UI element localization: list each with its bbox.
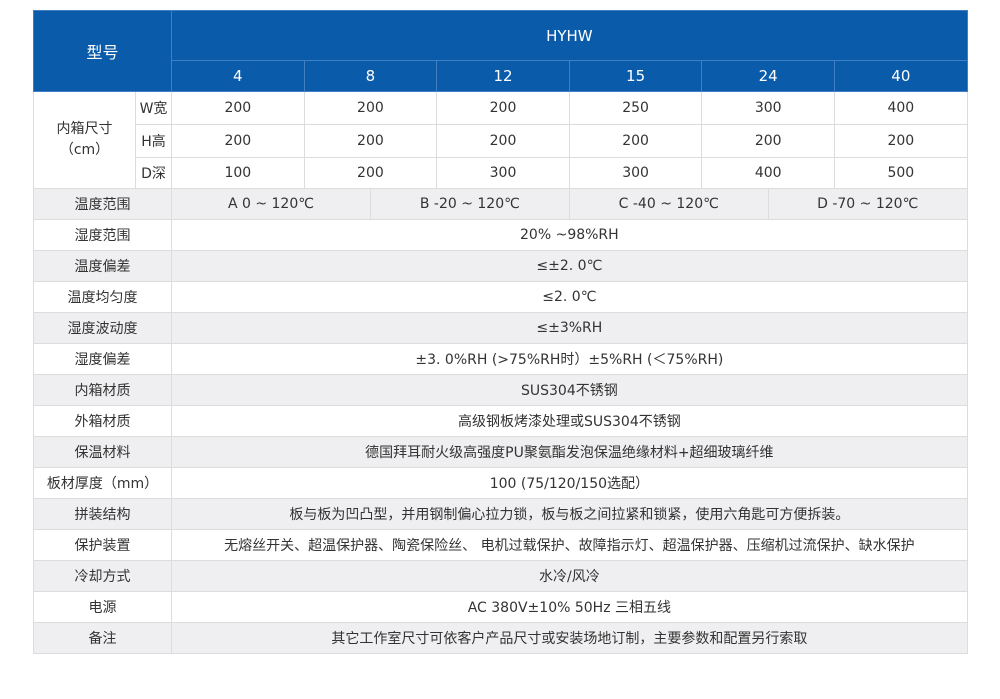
- spec-row: 保温材料 德国拜耳耐火级高强度PU聚氨酯发泡保温绝缘材料+超细玻璃纤维: [32, 436, 968, 468]
- model-col-header: 4: [171, 60, 305, 92]
- spec-row: 电源 AC 380V±10% 50Hz 三相五线: [32, 591, 968, 623]
- spec-row: 湿度偏差 ±3. 0%RH (>75%RH时）±5%RH (＜75%RH): [32, 343, 968, 375]
- row-value: ≤2. 0℃: [171, 281, 968, 313]
- row-label: 保温材料: [32, 436, 173, 468]
- size-value: 200: [171, 124, 305, 158]
- temp-option: C -40 ~ 120℃: [568, 188, 769, 220]
- size-value: 200: [303, 91, 438, 125]
- inner-size-label: 内箱尺寸 （cm）: [33, 91, 136, 189]
- spec-row: 湿度范围 20% ~98%RH: [32, 219, 968, 251]
- row-label: 外箱材质: [32, 405, 173, 437]
- spec-table: 型号 HYHW 4 8 12 15 24 40 内箱尺寸 （cm） W宽 200 200 200 25…: [32, 10, 968, 654]
- spec-row: 备注 其它工作室尺寸可依客户产品尺寸或安装场地订制，主要参数和配置另行索取: [32, 622, 968, 654]
- size-value: 300: [701, 91, 835, 125]
- size-value: 200: [303, 124, 438, 158]
- spec-row: 保护装置 无熔丝开关、超温保护器、陶瓷保险丝、 电机过载保护、故障指示灯、超温保护…: [32, 529, 968, 561]
- row-label: 温度偏差: [32, 250, 173, 282]
- model-header: 型号: [32, 10, 173, 92]
- row-label: 内箱材质: [32, 374, 173, 406]
- row-label: 温度均匀度: [32, 281, 173, 313]
- dimension-label: W宽: [134, 91, 173, 125]
- dimension-label: H高: [134, 124, 173, 158]
- spec-row: 拼装结构 板与板为凹凸型，并用钢制偏心拉力锁，板与板之间拉紧和锁紧，使用六角匙可方…: [32, 498, 968, 530]
- size-value: 200: [303, 157, 438, 189]
- row-value: SUS304不锈钢: [171, 374, 968, 406]
- row-label: 拼装结构: [32, 498, 173, 530]
- size-value: 200: [701, 124, 835, 158]
- size-value: 200: [436, 91, 570, 125]
- temp-option: B -20 ~ 120℃: [369, 188, 570, 220]
- row-value: 100 (75/120/150选配）: [171, 467, 968, 499]
- spec-row: 外箱材质 高级钢板烤漆处理或SUS304不锈钢: [32, 405, 968, 437]
- spec-row: 内箱材质 SUS304不锈钢: [32, 374, 968, 406]
- series-header: HYHW: [171, 10, 968, 61]
- inner-size-row: 内箱尺寸 （cm） W宽 200 200 200 250 300 400: [33, 91, 968, 189]
- model-col-header: 8: [303, 60, 438, 92]
- model-col-header: 40: [833, 60, 968, 92]
- row-label: 保护装置: [32, 529, 173, 561]
- dimension-label: D深: [134, 157, 173, 189]
- row-label: 冷却方式: [32, 560, 173, 592]
- row-value: 其它工作室尺寸可依客户产品尺寸或安装场地订制，主要参数和配置另行索取: [171, 622, 968, 654]
- size-value: 500: [833, 157, 968, 189]
- model-col-header: 24: [701, 60, 835, 92]
- temp-option: D -70 ~ 120℃: [767, 188, 968, 220]
- temp-option: A 0 ~ 120℃: [171, 188, 371, 220]
- row-value: ±3. 0%RH (>75%RH时）±5%RH (＜75%RH): [171, 343, 968, 375]
- row-value: 20% ~98%RH: [171, 219, 968, 251]
- spec-row: 冷却方式 水冷/风冷: [32, 560, 968, 592]
- inner-size-unit: （cm）: [59, 142, 110, 158]
- row-value: 高级钢板烤漆处理或SUS304不锈钢: [171, 405, 968, 437]
- inner-size-row: D深 100 200 300 300 400 500: [34, 157, 968, 189]
- size-value: 100: [171, 157, 305, 189]
- row-value: 板与板为凹凸型，并用钢制偏心拉力锁，板与板之间拉紧和锁紧，使用六角匙可方便拆装。: [171, 498, 968, 530]
- size-value: 400: [701, 157, 835, 189]
- row-value: ≤±2. 0℃: [171, 250, 968, 282]
- size-value: 300: [568, 157, 703, 189]
- spec-row: 板材厚度（mm） 100 (75/120/150选配）: [32, 467, 968, 499]
- row-label: 电源: [32, 591, 173, 623]
- row-label: 湿度偏差: [32, 343, 173, 375]
- spec-row: 温度均匀度 ≤2. 0℃: [32, 281, 968, 313]
- size-value: 200: [833, 124, 968, 158]
- model-col-header: 15: [568, 60, 703, 92]
- model-col-header: 12: [436, 60, 570, 92]
- inner-size-title: 内箱尺寸: [56, 121, 113, 137]
- row-value: 无熔丝开关、超温保护器、陶瓷保险丝、 电机过载保护、故障指示灯、超温保护器、压缩…: [171, 529, 968, 561]
- row-label: 板材厚度（mm）: [32, 467, 173, 499]
- temp-range-row: 温度范围 A 0 ~ 120℃ B -20 ~ 120℃ C -40 ~ 120…: [32, 188, 968, 220]
- row-value: ≤±3%RH: [171, 312, 968, 344]
- spec-row: 湿度波动度 ≤±3%RH: [32, 312, 968, 344]
- size-value: 200: [171, 91, 305, 125]
- row-value: AC 380V±10% 50Hz 三相五线: [171, 591, 968, 623]
- size-value: 200: [436, 124, 570, 158]
- row-value: 水冷/风冷: [171, 560, 968, 592]
- size-value: 200: [568, 124, 703, 158]
- inner-size-row: H高 200 200 200 200 200 200: [34, 124, 968, 158]
- row-value: 德国拜耳耐火级高强度PU聚氨酯发泡保温绝缘材料+超细玻璃纤维: [171, 436, 968, 468]
- row-label: 温度范围: [32, 188, 173, 220]
- size-value: 250: [568, 91, 703, 125]
- spec-row: 温度偏差 ≤±2. 0℃: [32, 250, 968, 282]
- row-label: 湿度范围: [32, 219, 173, 251]
- row-label: 湿度波动度: [32, 312, 173, 344]
- row-label: 备注: [32, 622, 173, 654]
- size-value: 400: [833, 91, 968, 125]
- size-value: 300: [436, 157, 570, 189]
